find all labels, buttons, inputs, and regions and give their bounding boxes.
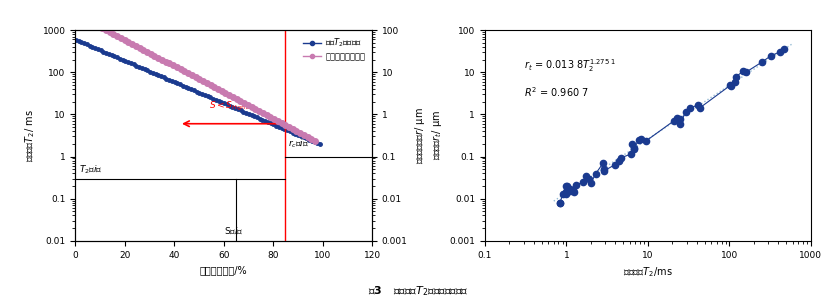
Text: $r_c$（$i$）: $r_c$（$i$） xyxy=(288,138,309,150)
Y-axis label: 喉道半径$r_t$/ μm: 喉道半径$r_t$/ μm xyxy=(430,110,444,160)
Text: $R^2$ = 0.960 7: $R^2$ = 0.960 7 xyxy=(524,85,589,99)
Text: 图3   核磁共振$T_2$与孔喉半径转换: 图3 核磁共振$T_2$与孔喉半径转换 xyxy=(368,284,468,298)
Y-axis label: 弛豫时间$T_2$/ ms: 弛豫时间$T_2$/ ms xyxy=(23,109,37,162)
Y-axis label: 压汞喉道半径$r$/ μm: 压汞喉道半径$r$/ μm xyxy=(413,107,427,164)
Text: S（$i$）: S（$i$） xyxy=(224,225,243,236)
Text: $T_2$（$i$）: $T_2$（$i$） xyxy=(79,163,103,176)
Text: $S<S_{\mathrm{Hgmax}}$: $S<S_{\mathrm{Hgmax}}$ xyxy=(209,100,256,113)
X-axis label: 累积分布频率/%: 累积分布频率/% xyxy=(200,265,247,275)
X-axis label: 弛豫时间$T_2$/ms: 弛豫时间$T_2$/ms xyxy=(623,265,673,279)
Legend: 核磁$T_2$累积分布, 压汞孔喉累积分布: 核磁$T_2$累积分布, 压汞孔喉累积分布 xyxy=(300,34,368,64)
Text: $r_t$ = 0.013 8$T_2^{1.275\ 1}$: $r_t$ = 0.013 8$T_2^{1.275\ 1}$ xyxy=(524,57,616,74)
